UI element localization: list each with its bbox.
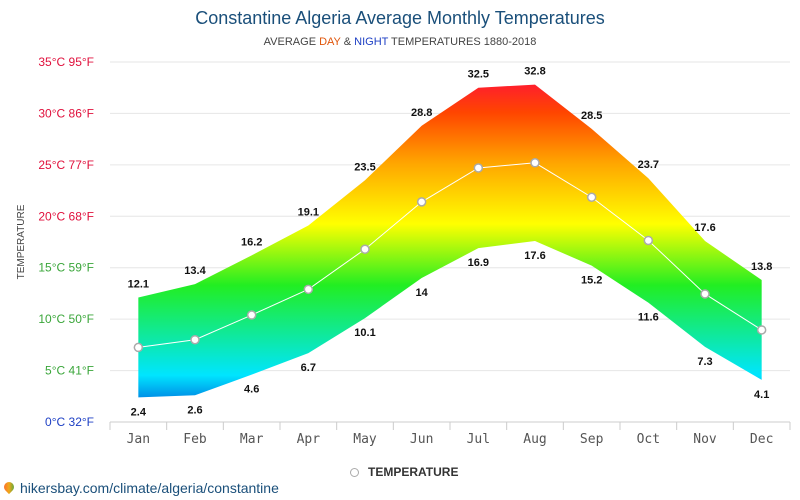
average-point[interactable] (303, 284, 314, 295)
legend-marker-icon (350, 467, 359, 477)
night-value-label: 10.1 (354, 327, 375, 339)
x-tick-label: May (353, 432, 377, 447)
night-value-label: 4.1 (754, 389, 769, 401)
night-value-label: 6.7 (301, 362, 316, 374)
day-value-label: 32.8 (524, 66, 545, 78)
x-tick-label: Jan (127, 432, 150, 447)
x-tick-label: Feb (183, 432, 207, 447)
label-layer: 12.1 13.4 16.2 19.1 23.5 28.8 32.5 32.8 28.5 23.7… (128, 66, 773, 419)
chart-title: Constantine Algeria Average Monthly Temp… (195, 8, 605, 28)
average-point[interactable] (133, 342, 144, 353)
day-value-label: 17.6 (694, 222, 715, 234)
day-value-label: 16.2 (241, 236, 262, 248)
x-tick-label: Dec (750, 432, 773, 447)
average-point[interactable] (473, 163, 484, 173)
subtitle-suffix: TEMPERATURES 1880-2018 (388, 36, 537, 48)
night-value-label: 2.4 (131, 406, 147, 418)
source-text: hikersbay.com/climate/algeria/constantin… (20, 480, 279, 496)
legend-label: TEMPERATURE (368, 465, 459, 479)
map-pin-icon (1, 479, 17, 495)
temperature-band (138, 84, 762, 398)
day-value-label: 28.5 (581, 110, 602, 122)
line-layer (133, 158, 767, 353)
y-tick-label: 20°C 68°F (38, 209, 94, 223)
x-tick-label: Oct (637, 432, 660, 447)
y-tick-label: 5°C 41°F (45, 364, 94, 378)
x-tick-label: Jun (410, 432, 433, 447)
x-tick-label: Nov (693, 432, 717, 447)
y-tick-label: 10°C 50°F (38, 312, 94, 326)
average-point[interactable] (700, 289, 710, 299)
subtitle-prefix: AVERAGE (263, 36, 320, 48)
average-temperature-line (138, 162, 762, 348)
band-layer (138, 84, 762, 398)
y-tick-label: 0°C 32°F (45, 415, 94, 429)
subtitle-night: NIGHT (354, 36, 389, 48)
y-tick-label: 30°C 86°F (38, 106, 94, 120)
y-axis-label: TEMPERATURE (16, 204, 27, 279)
x-tick-label: Sep (580, 432, 604, 447)
night-value-label: 7.3 (697, 356, 712, 368)
day-value-label: 32.5 (468, 69, 489, 81)
axis-layer: 0°C 32°F 5°C 41°F 10°C 50°F 15°C 59°F 20°C 6… (38, 55, 791, 447)
night-value-label: 14 (416, 287, 429, 299)
average-point[interactable] (756, 325, 767, 335)
night-value-label: 2.6 (187, 404, 202, 416)
day-value-label: 28.8 (411, 107, 432, 119)
day-value-label: 12.1 (128, 279, 149, 291)
source-link[interactable]: hikersbay.com/climate/algeria/constantin… (1, 479, 279, 496)
day-value-label: 23.5 (354, 161, 375, 173)
day-value-label: 13.8 (751, 261, 772, 273)
night-value-label: 17.6 (524, 250, 545, 262)
y-tick-label: 35°C 95°F (38, 55, 94, 69)
chart-subtitle: AVERAGE DAY & NIGHT TEMPERATURES 1880-20… (0, 36, 800, 48)
average-point[interactable] (643, 235, 654, 246)
average-point[interactable] (586, 192, 597, 203)
average-point[interactable] (530, 158, 540, 168)
x-tick-label: Jul (467, 432, 490, 447)
night-value-label: 4.6 (244, 384, 259, 396)
average-point[interactable] (416, 197, 427, 207)
average-point[interactable] (246, 310, 257, 320)
legend[interactable]: TEMPERATURE (350, 465, 458, 479)
night-value-label: 11.6 (638, 312, 659, 324)
day-value-label: 19.1 (298, 207, 319, 219)
x-tick-label: Aug (523, 432, 546, 447)
night-value-label: 16.9 (468, 257, 489, 269)
subtitle-day: DAY (319, 36, 341, 48)
average-point[interactable] (190, 334, 200, 345)
y-tick-label: 25°C 77°F (38, 158, 94, 172)
x-tick-label: Apr (297, 432, 321, 447)
x-tick-label: Mar (240, 432, 264, 447)
night-value-label: 15.2 (581, 275, 602, 287)
day-value-label: 23.7 (638, 159, 659, 171)
average-point[interactable] (360, 244, 370, 254)
subtitle-amp: & (340, 36, 355, 48)
y-tick-label: 15°C 59°F (38, 261, 94, 275)
day-value-label: 13.4 (184, 265, 206, 277)
